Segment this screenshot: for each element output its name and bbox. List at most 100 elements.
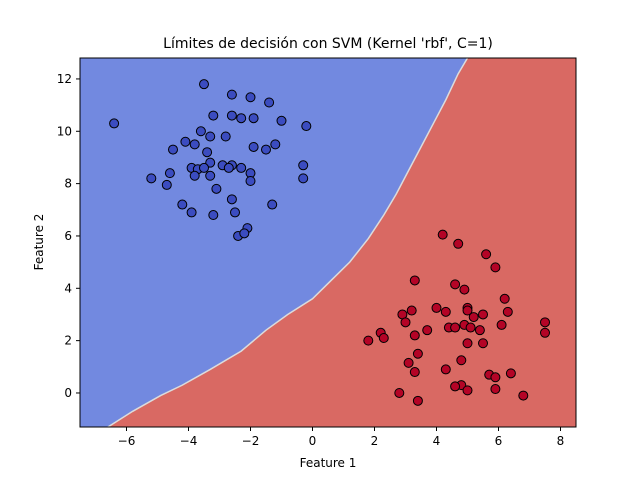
x-tick-label: −2 (242, 434, 260, 448)
class-1-point (505, 368, 516, 379)
x-tick-label: 2 (371, 434, 379, 448)
class-0-point (248, 141, 259, 152)
class-0-point (270, 139, 281, 150)
class-1-point (490, 372, 501, 383)
class-1-region (107, 58, 576, 427)
x-tick-label: −6 (118, 434, 136, 448)
y-tick-label: 10 (57, 124, 72, 138)
class-0-point (301, 121, 312, 132)
class-0-point (146, 173, 157, 184)
class-0-point (168, 144, 178, 155)
class-1-point (478, 338, 488, 349)
class-0-point (211, 183, 222, 194)
class-0-point (199, 162, 209, 173)
x-tick-label: 4 (433, 434, 441, 448)
class-0-point (164, 168, 175, 179)
class-1-point (412, 348, 423, 359)
y-tick-label: 12 (57, 72, 72, 86)
class-0-point (220, 131, 231, 142)
chart-title: Límites de decisión con SVM (Kernel 'rbf… (163, 36, 493, 52)
plot-frame (79, 57, 577, 428)
class-0-point (199, 79, 209, 90)
x-tick-label: 0 (309, 434, 317, 448)
y-tick-label: 0 (64, 386, 72, 400)
class-1-point (450, 381, 461, 392)
class-1-point (422, 325, 433, 336)
class-1-point (474, 325, 485, 336)
class-1-point (481, 249, 492, 260)
y-axis-label: Feature 2 (32, 214, 46, 271)
class-1-point (450, 279, 461, 290)
scatter-points (109, 79, 550, 406)
class-1-point (431, 302, 442, 313)
class-1-point (518, 390, 529, 401)
class-1-point (409, 367, 420, 378)
x-tick-label: −4 (180, 434, 198, 448)
class-0-point (245, 176, 256, 186)
class-0-point (226, 194, 237, 205)
class-1-point (378, 333, 389, 344)
class-0-point (264, 97, 275, 108)
class-1-point (440, 306, 451, 317)
class-1-point (406, 305, 417, 316)
class-0-point (223, 162, 234, 173)
class-0-point (195, 126, 206, 137)
class-1-point (456, 355, 467, 366)
class-1-point (462, 385, 473, 396)
class-0-point (267, 199, 278, 210)
class-0-point (180, 136, 191, 147)
class-1-point (540, 327, 550, 338)
class-1-point (468, 312, 479, 323)
class-0-point (236, 162, 247, 173)
y-tick-label: 2 (64, 334, 72, 348)
x-tick-label: 8 (557, 434, 565, 448)
class-1-point (409, 330, 420, 341)
class-0-point (236, 113, 247, 124)
class-1-point (499, 293, 510, 304)
class-1-point (465, 322, 476, 333)
class-1-point (363, 335, 374, 346)
y-axis-ticks: 0 2 4 6 8 10 12 (57, 72, 80, 400)
class-0-point (239, 228, 250, 239)
class-0-point (205, 131, 216, 142)
class-1-point (478, 309, 488, 320)
class-1-point (496, 319, 507, 330)
class-1-point (400, 317, 411, 328)
class-1-point (409, 275, 420, 286)
class-0-point (208, 110, 219, 121)
x-axis-label: Feature 1 (300, 456, 357, 470)
class-0-point (276, 115, 287, 126)
class-1-point (459, 284, 470, 295)
class-1-point (450, 322, 461, 333)
class-0-point (205, 170, 216, 181)
plot-area (80, 58, 576, 427)
class-0-point (202, 147, 213, 158)
class-0-point (189, 139, 200, 150)
class-1-point (490, 262, 501, 273)
x-tick-label: 6 (495, 434, 503, 448)
class-0-point (230, 207, 240, 218)
decision-boundary (107, 58, 469, 427)
class-1-point (440, 364, 451, 375)
class-1-point (502, 306, 513, 317)
class-0-point (189, 170, 200, 181)
class-1-point (490, 384, 501, 395)
class-1-point (412, 395, 423, 406)
y-tick-label: 4 (64, 281, 72, 295)
class-0-point (261, 144, 271, 155)
class-1-point (540, 317, 550, 328)
class-0-point (186, 207, 197, 218)
class-1-point (462, 338, 473, 349)
class-0-point (208, 210, 219, 221)
class-0-point (226, 110, 237, 121)
class-0-point (248, 113, 259, 124)
class-0-point (245, 92, 256, 103)
class-1-point (453, 238, 464, 249)
y-tick-label: 6 (64, 229, 72, 243)
class-1-point (462, 305, 473, 316)
class-0-point (226, 89, 237, 100)
class-0-point (298, 160, 309, 171)
class-1-point (437, 229, 448, 240)
class-0-point (161, 179, 172, 190)
